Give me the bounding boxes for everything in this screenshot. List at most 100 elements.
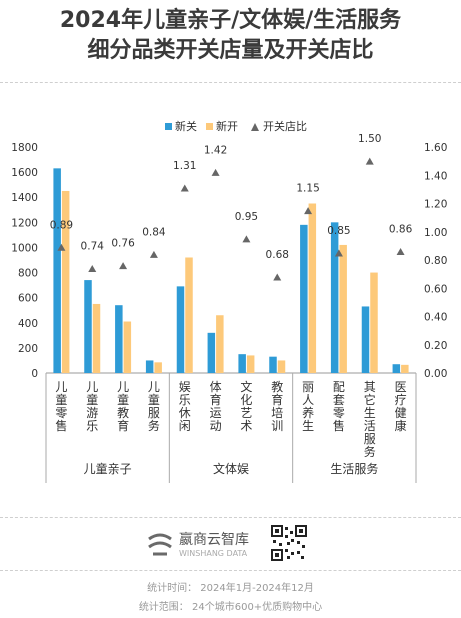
x-category-label: 售 <box>333 418 345 433</box>
ratio-marker <box>211 168 220 176</box>
legend-marker-ratio <box>251 123 259 131</box>
ratio-marker <box>334 249 343 257</box>
y-right-tick-label: 0.00 <box>424 368 447 380</box>
bar-opened <box>370 272 378 373</box>
x-category-label: 服 <box>364 432 376 446</box>
bar-opened <box>92 303 101 373</box>
bar-closed <box>115 305 123 373</box>
ratio-data-label: 1.15 <box>296 183 319 195</box>
ratio-data-label: 0.85 <box>327 225 350 237</box>
legend-label-ratio: 开关店比 <box>263 119 307 133</box>
ratio-marker <box>57 243 66 251</box>
x-category-label: 零 <box>333 406 345 420</box>
ratio-data-label: 1.31 <box>173 160 196 172</box>
x-group-label: 生活服务 <box>330 461 378 476</box>
x-category-label: 文 <box>240 379 252 394</box>
bar-closed <box>269 356 277 373</box>
bar-closed <box>300 224 308 373</box>
x-category-label: 闲 <box>179 419 191 433</box>
x-category-label: 童 <box>117 392 129 407</box>
bar-closed <box>361 306 370 373</box>
y-right-tick-label: 1.20 <box>424 199 447 211</box>
x-category-label: 零 <box>55 406 67 420</box>
stat-scope: 统计范围： 24个城市600+优质购物中心 <box>138 602 323 613</box>
ratio-marker <box>88 264 97 272</box>
ratio-data-label: 0.74 <box>81 240 105 252</box>
brand-block: 嬴商云智库 WINSHANG DATA <box>145 525 320 565</box>
x-category-label: 运 <box>210 406 222 420</box>
bar-opened <box>154 362 162 373</box>
ratio-data-label: 1.42 <box>204 144 227 156</box>
x-category-label: 儿 <box>55 380 67 394</box>
x-category-label: 儿 <box>86 380 98 394</box>
x-category-label: 生 <box>364 406 376 420</box>
x-category-label: 服 <box>148 406 160 420</box>
ratio-data-label: 0.86 <box>389 224 413 236</box>
bar-chart: 新关 新开 开关店比 0 200 400 600 800 1000 1200 1400 1600 180… <box>11 119 447 483</box>
x-category-label: 乐 <box>179 393 191 407</box>
x-category-label: 售 <box>55 418 67 433</box>
ratio-data-label: 0.84 <box>142 226 166 238</box>
bar-opened <box>308 203 317 373</box>
y-right-tick-label: 0.80 <box>424 255 447 267</box>
footer-divider-top <box>0 517 461 518</box>
x-category-label: 套 <box>333 393 345 407</box>
brand-subtitle: WINSHANG DATA <box>179 549 248 558</box>
x-group-label: 文体娱 <box>213 461 249 476</box>
x-category-label: 儿 <box>148 380 160 394</box>
x-category-label: 它 <box>364 392 376 407</box>
x-category-label: 培 <box>271 405 283 420</box>
chart-title-line1: 2024年儿童亲子/文体娱/生活服务 <box>59 8 402 33</box>
x-category-label: 养 <box>302 405 314 420</box>
bar-closed <box>238 354 246 373</box>
title-divider <box>0 82 461 83</box>
x-category-label: 化 <box>240 393 252 407</box>
y-left-tick-label: 1800 <box>11 142 38 154</box>
legend-swatch-closed <box>165 123 172 130</box>
y-left-tick-label: 200 <box>18 343 38 355</box>
x-category-label: 休 <box>179 406 191 420</box>
legend-label-closed: 新关 <box>175 119 197 133</box>
x-category-label: 育 <box>271 392 283 407</box>
bar-closed <box>145 360 154 373</box>
y-left-tick-label: 1600 <box>11 167 38 179</box>
chart-title-line2: 细分品类开关店量及开关店比 <box>87 38 374 63</box>
x-category-label: 生 <box>302 419 314 433</box>
ratio-data-label: 0.95 <box>235 211 258 223</box>
bar-closed <box>392 364 401 373</box>
y-right-tick-label: 1.40 <box>424 170 447 182</box>
bar-opened <box>401 364 409 373</box>
bar-opened <box>339 244 347 373</box>
x-category-label: 活 <box>364 419 376 433</box>
x-category-label: 康 <box>395 418 407 433</box>
ratio-marker <box>273 273 282 281</box>
x-category-label: 丽 <box>302 380 314 394</box>
ratio-data-label: 0.76 <box>111 238 135 250</box>
x-category-label: 娱 <box>179 380 191 394</box>
bar-opened <box>277 360 286 373</box>
x-category-label: 童 <box>148 392 160 407</box>
ratio-marker <box>304 207 313 215</box>
brand-name: 嬴商云智库 <box>179 532 249 548</box>
ratio-marker <box>396 248 405 256</box>
bar-closed <box>53 168 61 373</box>
x-category-label: 健 <box>395 406 407 420</box>
bar-opened <box>123 321 132 373</box>
x-category-label: 人 <box>302 393 314 407</box>
x-category-label: 儿 <box>117 380 129 394</box>
y-left-tick-label: 400 <box>18 318 38 330</box>
y-right-tick-label: 0.20 <box>424 340 447 352</box>
x-category-label: 童 <box>86 392 98 407</box>
x-category-label: 教 <box>117 405 129 420</box>
x-category-label: 育 <box>210 392 222 407</box>
ratio-marker <box>365 157 374 165</box>
x-category-label: 育 <box>117 418 129 433</box>
x-category-label: 童 <box>55 392 67 407</box>
ratio-marker <box>149 250 158 258</box>
ratio-marker <box>180 184 189 192</box>
y-left-tick-label: 600 <box>18 293 38 305</box>
x-category-label: 教 <box>271 379 283 394</box>
footer-divider-bottom <box>0 570 461 571</box>
bar-opened <box>185 257 193 373</box>
ratio-marker <box>242 235 251 243</box>
